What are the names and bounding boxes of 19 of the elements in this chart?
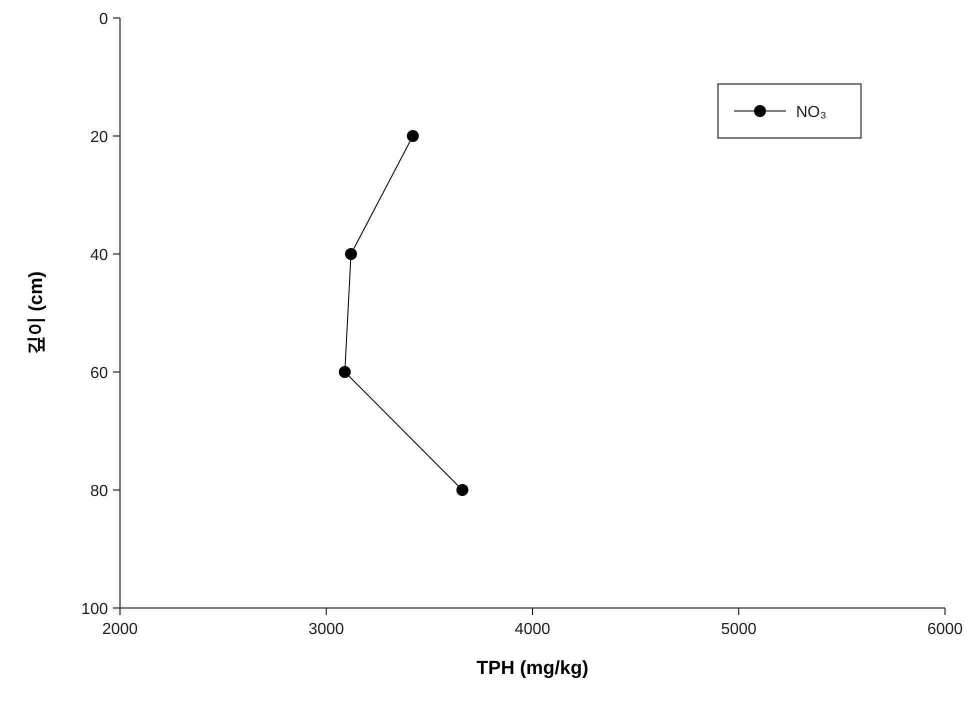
y-tick-label: 0 [99,11,108,28]
y-tick-label: 40 [90,247,108,264]
y-tick-label: 80 [90,483,108,500]
x-tick-label: 5000 [720,621,757,638]
y-tick-label: 20 [90,129,108,146]
x-tick-label: 2000 [102,621,138,638]
y-tick-label: 60 [90,365,108,382]
legend: NO₃ [718,84,862,138]
x-axis-title: TPH (mg/kg) [476,658,588,679]
x-tick-label: 6000 [927,621,963,638]
y-axis-title: 깊이 (cm) [26,271,47,355]
point [345,248,357,260]
x-tick-label: 3000 [308,621,344,638]
point [456,484,468,496]
legend-label: NO₃ [796,104,827,121]
x-tick-label: 4000 [514,621,550,638]
y-tick-label: 100 [81,601,108,618]
point [338,366,351,378]
point [406,130,419,142]
